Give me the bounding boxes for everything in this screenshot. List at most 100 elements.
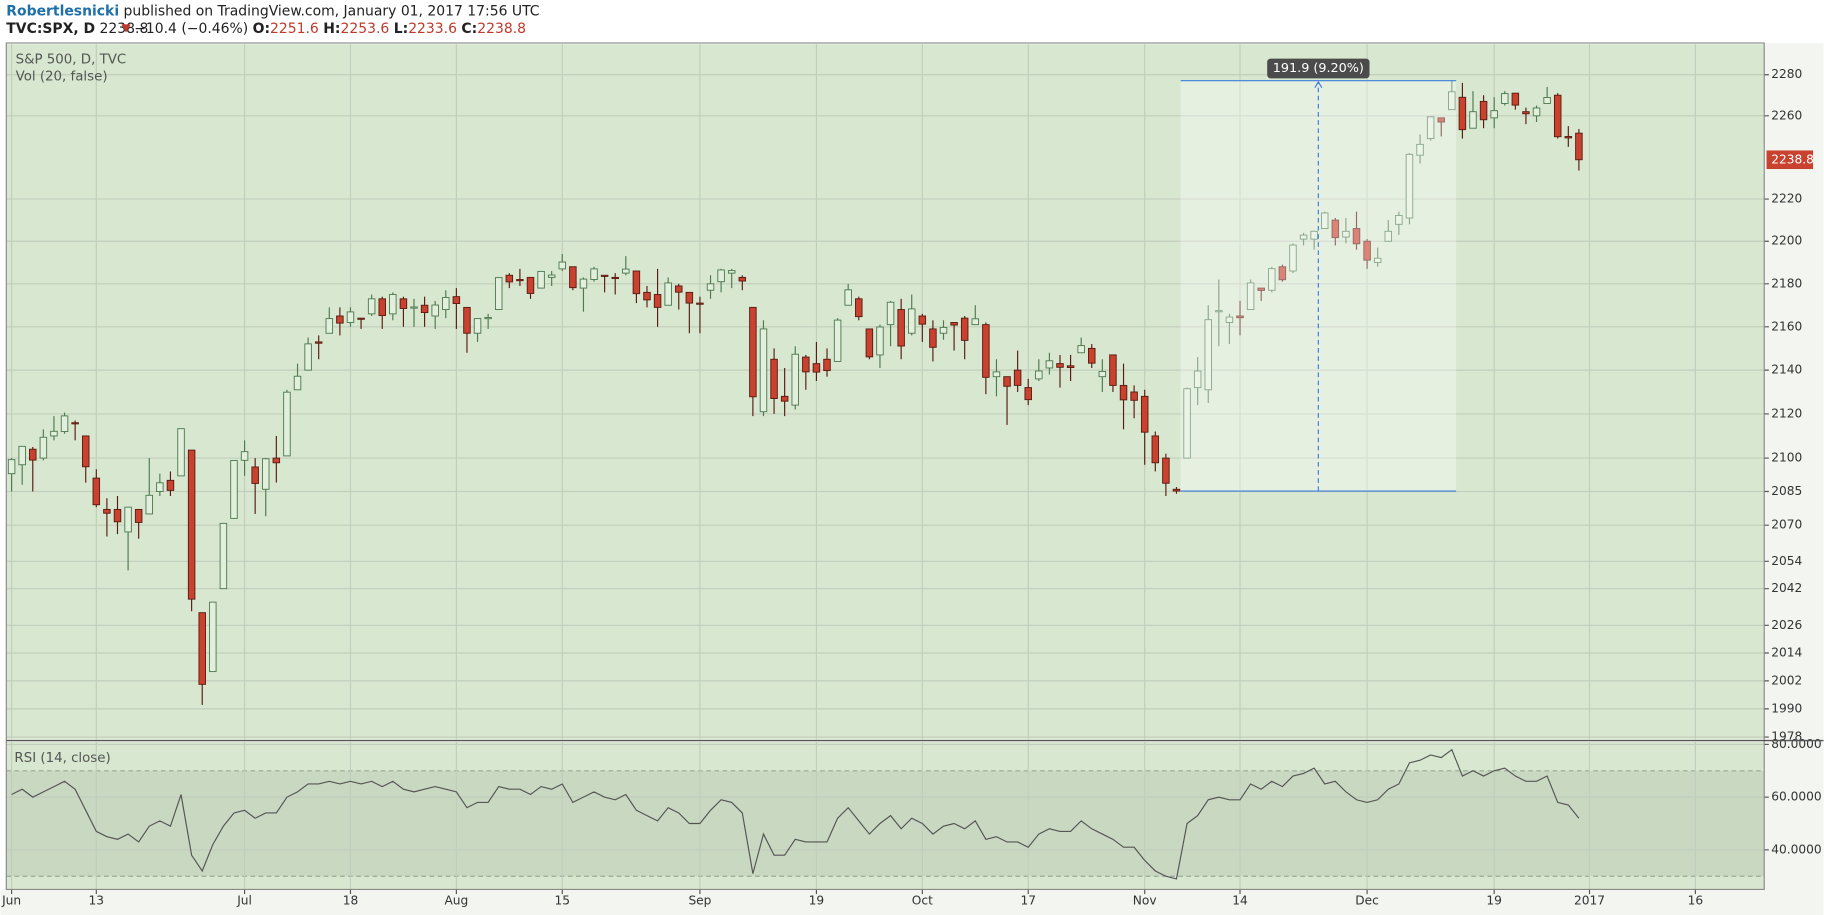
candle-body xyxy=(1532,107,1541,117)
price-axis: 2280 2260 2220 2200 2180 2160 2140 2120 2100 2085… xyxy=(1764,67,1814,739)
candle-body xyxy=(240,451,249,461)
y-tick-label: 2140 xyxy=(1771,363,1802,377)
candle-body xyxy=(198,612,206,685)
candle-body xyxy=(389,294,397,315)
volume-indicator-label: Vol (20, false) xyxy=(16,70,108,85)
candle-body xyxy=(1564,136,1573,139)
candle-body xyxy=(727,270,736,274)
x-tick-label: Oct xyxy=(912,894,933,908)
x-tick-label: Aug xyxy=(444,894,468,908)
candle-body xyxy=(579,278,588,289)
candle-body xyxy=(558,261,567,270)
last-price-box xyxy=(1766,150,1814,170)
candle-body xyxy=(886,301,895,326)
candle-body xyxy=(367,298,376,315)
candle-body xyxy=(1003,376,1011,387)
y-tick-label: 2220 xyxy=(1771,192,1802,206)
candle-body xyxy=(1257,287,1265,291)
candle-body xyxy=(569,266,577,289)
x-tick-label: Dec xyxy=(1355,894,1379,908)
x-tick-label: Sep xyxy=(688,894,711,908)
candle-body xyxy=(230,460,238,519)
x-tick-label: 19 xyxy=(809,894,825,908)
y-tick-label: 2054 xyxy=(1771,554,1802,568)
candle-body xyxy=(770,358,778,400)
candle-body xyxy=(1405,153,1414,219)
candle-body xyxy=(262,458,270,490)
candle-body xyxy=(1501,93,1509,104)
candle-body xyxy=(1268,268,1276,291)
y-tick-label: 2002 xyxy=(1771,673,1802,687)
y-tick-label: 2180 xyxy=(1771,276,1802,290)
author[interactable]: Robertlesnicki xyxy=(6,4,119,20)
candle-body xyxy=(1469,111,1477,129)
high-value: 2253.6 xyxy=(341,21,390,37)
candle-body xyxy=(1162,457,1170,484)
x-tick-label: 16 xyxy=(1688,894,1704,908)
candle-body xyxy=(1320,212,1329,230)
last-price-label: 2238.8 xyxy=(1771,152,1814,166)
candle-body xyxy=(1098,370,1107,378)
candle-body xyxy=(1299,234,1308,240)
open-value: 2251.6 xyxy=(270,21,319,37)
candle-body xyxy=(918,315,927,325)
y-tick-label: 40.0000 xyxy=(1771,842,1821,856)
candle-body xyxy=(431,304,439,317)
candle-body xyxy=(1437,117,1445,123)
candle-body xyxy=(675,285,683,293)
candle-body xyxy=(865,328,874,358)
candle-body xyxy=(1024,387,1032,401)
candle-body xyxy=(494,277,503,311)
candle-body xyxy=(304,343,312,371)
candle-body xyxy=(738,276,747,282)
x-tick-label: 13 xyxy=(89,894,105,908)
candle-body xyxy=(1013,369,1022,386)
candle-body xyxy=(600,274,609,277)
candle-body xyxy=(134,508,143,523)
candle-body xyxy=(706,283,715,291)
y-tick-label: 60.0000 xyxy=(1771,790,1821,804)
candle-body xyxy=(177,428,185,477)
y-tick-label: 2042 xyxy=(1771,581,1802,595)
candle-body xyxy=(1448,91,1456,111)
candle-body xyxy=(1151,435,1160,464)
y-tick-label: 80.0000 xyxy=(1771,737,1821,751)
candle-body xyxy=(1426,116,1435,140)
candle-body xyxy=(293,375,302,391)
x-tick-label: 19 xyxy=(1486,894,1502,908)
y-tick-label: 1990 xyxy=(1771,701,1802,715)
candle-body xyxy=(876,326,884,356)
header-line-1: Robertlesnicki published on TradingView.… xyxy=(6,4,539,20)
header-ohlc: −10.4 (−0.46%) O:2251.6 H:2253.6 L:2233.… xyxy=(134,21,526,37)
y-tick-label: 2085 xyxy=(1771,484,1802,498)
candle-body xyxy=(1215,310,1223,313)
candle-body xyxy=(1236,315,1244,319)
candle-body xyxy=(1416,143,1424,156)
candle-body xyxy=(452,296,461,304)
down-arrow-icon xyxy=(121,24,131,33)
candle-body xyxy=(780,395,789,402)
candle-body xyxy=(1384,230,1393,242)
candle-body xyxy=(950,321,958,326)
candle-body xyxy=(643,291,651,301)
candle-body xyxy=(187,449,196,600)
x-tick-label: Nov xyxy=(1133,894,1157,908)
candle-body xyxy=(696,302,704,305)
candle-body xyxy=(971,318,980,326)
candle-body xyxy=(346,311,355,323)
measure-arrow-head xyxy=(1314,80,1323,88)
candle-body xyxy=(251,466,259,484)
candle-body xyxy=(982,324,990,378)
candle-body xyxy=(547,274,556,278)
candle-body xyxy=(18,445,26,466)
x-tick-label: 18 xyxy=(343,894,359,908)
x-tick-label: Jun xyxy=(1,894,21,908)
candle-body xyxy=(759,328,768,413)
candle-body xyxy=(145,494,154,515)
chart-frame xyxy=(5,42,1765,891)
candle-body xyxy=(685,291,694,304)
candle-body xyxy=(622,268,630,274)
candle-body xyxy=(526,276,535,294)
